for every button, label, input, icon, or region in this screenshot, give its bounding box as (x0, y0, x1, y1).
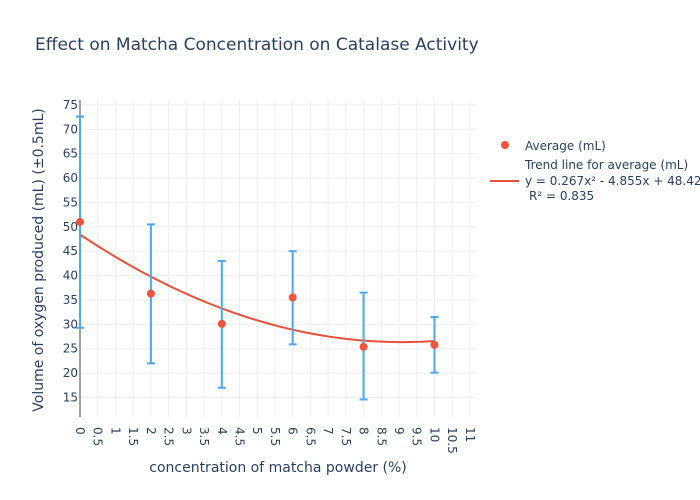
trend-line (79, 233, 435, 344)
x-tick-label: 11 (463, 427, 477, 442)
x-tick-label: 6.5 (303, 427, 317, 446)
chart-title: Effect on Matcha Concentration on Catala… (35, 35, 479, 55)
x-tick-label: 5 (250, 427, 264, 435)
x-tick-label: 8.5 (374, 427, 388, 446)
y-tick-label: 60 (63, 171, 78, 185)
x-tick-label: 7 (321, 427, 335, 435)
x-tick-label: 4.5 (233, 427, 247, 446)
x-tick-label: 1 (108, 427, 122, 435)
y-tick-label: 40 (63, 269, 78, 283)
data-point (217, 319, 226, 328)
grid (80, 100, 477, 417)
x-tick-label: 10.5 (445, 427, 459, 454)
y-tick-label: 50 (63, 220, 78, 234)
average-markers (76, 217, 439, 351)
legend-label-trend-equation: y = 0.267x² - 4.855x + 48.421 (525, 174, 700, 188)
trend-line-series (79, 233, 435, 344)
y-tick-label: 70 (63, 122, 78, 136)
x-tick-label: 7.5 (339, 427, 353, 446)
legend-marker-average (501, 141, 509, 149)
data-point (288, 293, 297, 302)
x-tick-label: 6 (286, 427, 300, 435)
y-axis-title: Volume of oxygen produced (mL) (±0.5mL) (31, 108, 47, 411)
x-tick-label: 5.5 (268, 427, 282, 446)
x-tick-label: 1.5 (126, 427, 140, 446)
y-tick-label: 45 (63, 244, 78, 258)
y-tick-label: 65 (63, 147, 78, 161)
x-tick-label: 9.5 (410, 427, 424, 446)
y-tick-label: 20 (63, 366, 78, 380)
y-tick-label: 55 (63, 195, 78, 209)
x-tick-label: 4 (215, 427, 229, 435)
y-axis-ticks: 15 20 25 30 35 40 45 50 55 60 65 70 75 (63, 98, 78, 405)
y-tick-label: 25 (63, 342, 78, 356)
x-tick-label: 0.5 (91, 427, 105, 446)
y-tick-label: 75 (63, 98, 78, 112)
legend: Average (mL) Trend line for average (mL)… (490, 139, 700, 203)
x-tick-label: 3 (179, 427, 193, 435)
data-point (430, 340, 439, 349)
data-point (76, 217, 84, 226)
y-tick-label: 15 (63, 390, 78, 404)
legend-label-trend-r2: R² = 0.835 (529, 189, 594, 203)
legend-label-trend: Trend line for average (mL) (524, 158, 688, 172)
y-tick-label: 35 (63, 293, 78, 307)
x-axis-ticks: 0 0.5 1 1.5 2 2.5 3 3.5 4 4.5 5 5.5 6 6.5 7 7.5 8 8.5 9 9.5… (73, 427, 477, 454)
x-tick-label: 2.5 (162, 427, 176, 446)
x-axis-title: concentration of matcha powder (%) (149, 460, 407, 476)
x-tick-label: 9 (392, 427, 406, 435)
x-tick-label: 10 (427, 427, 441, 442)
x-tick-label: 3.5 (197, 427, 211, 446)
x-tick-label: 8 (357, 427, 371, 435)
data-point (146, 289, 155, 298)
data-point (359, 342, 368, 351)
legend-label-average: Average (mL) (525, 139, 606, 153)
x-tick-label: 2 (144, 427, 158, 435)
x-tick-label: 0 (73, 427, 87, 435)
y-tick-label: 30 (63, 317, 78, 331)
